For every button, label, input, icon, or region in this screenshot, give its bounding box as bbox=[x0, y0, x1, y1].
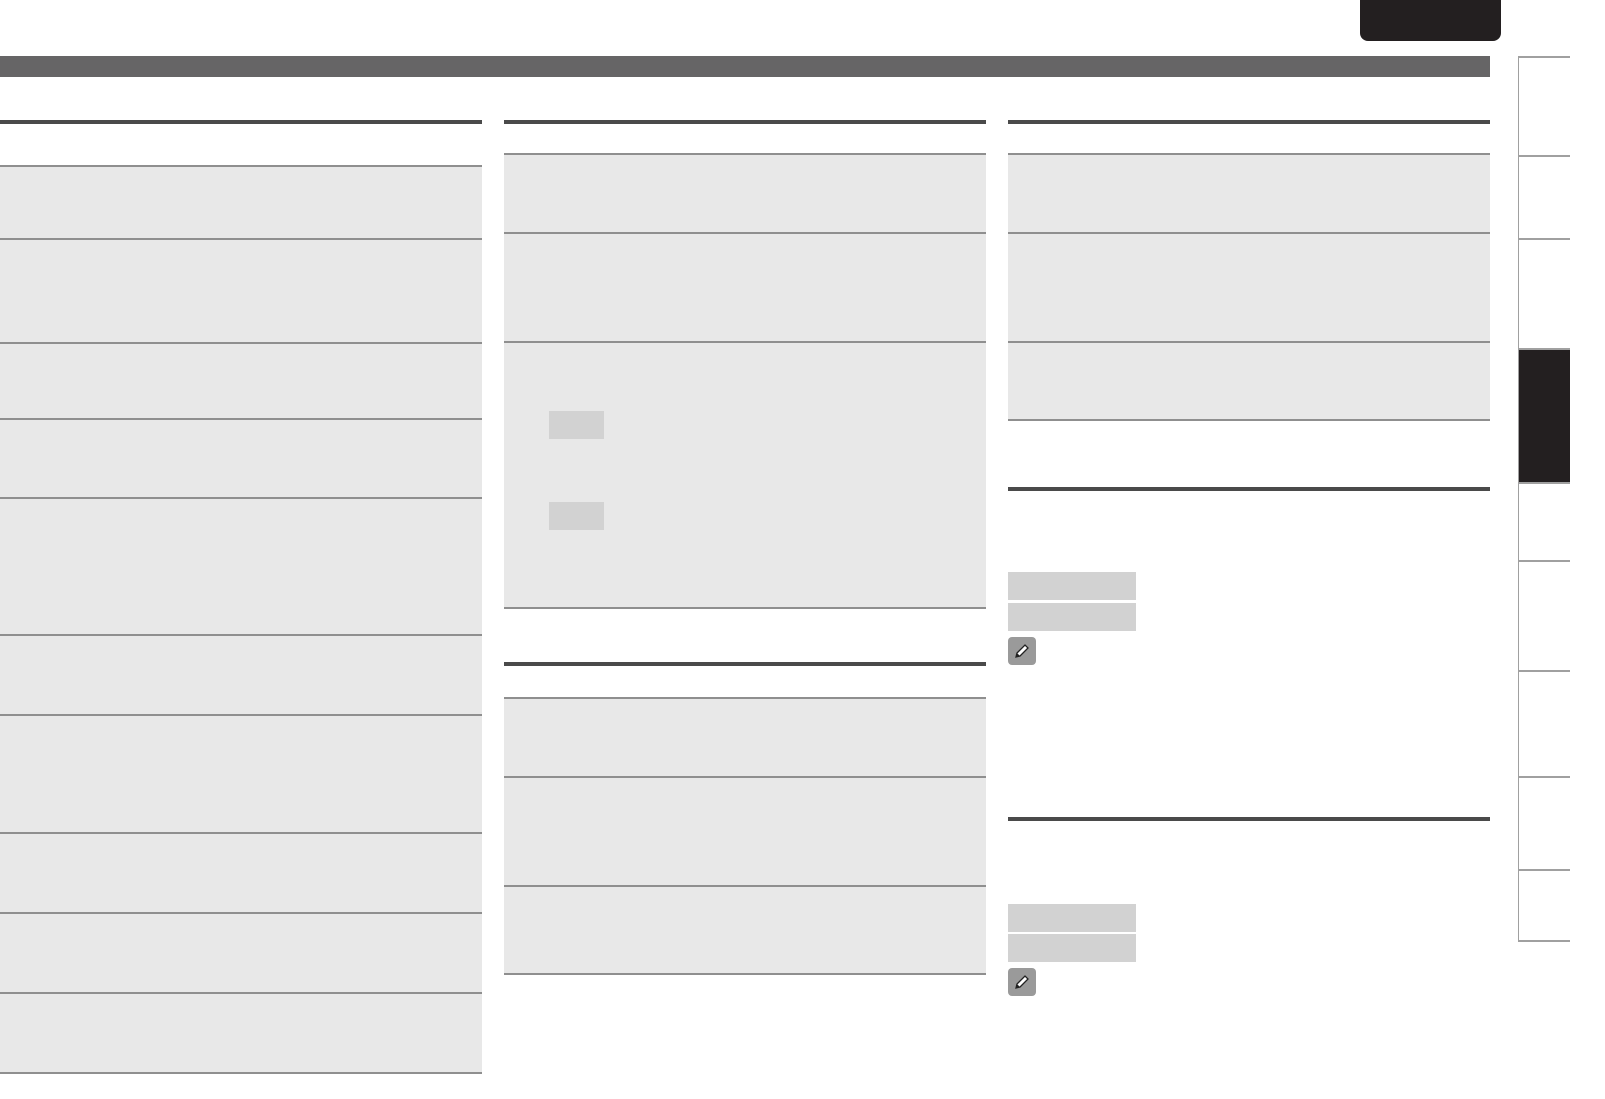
table-row bbox=[0, 165, 482, 238]
option-chip bbox=[549, 411, 604, 439]
side-tab[interactable] bbox=[1518, 238, 1570, 348]
table-row bbox=[1008, 232, 1490, 341]
table-row bbox=[0, 497, 482, 634]
table-row bbox=[0, 912, 482, 992]
side-tab[interactable] bbox=[1518, 155, 1570, 238]
table-row bbox=[0, 714, 482, 832]
section-rule bbox=[1008, 120, 1490, 124]
table-row bbox=[504, 885, 986, 973]
section-rule bbox=[1008, 487, 1490, 491]
option-chip bbox=[1008, 572, 1136, 600]
option-chip bbox=[1008, 603, 1136, 631]
side-tab[interactable] bbox=[1518, 482, 1570, 560]
table-end-line bbox=[504, 973, 986, 975]
side-tab[interactable] bbox=[1518, 869, 1570, 941]
side-tab-end-line bbox=[1518, 940, 1570, 942]
section-rule bbox=[1008, 817, 1490, 821]
pencil-icon bbox=[1008, 637, 1036, 665]
side-tab[interactable] bbox=[1518, 56, 1570, 155]
table-row bbox=[0, 992, 482, 1072]
side-tab[interactable] bbox=[1518, 776, 1570, 869]
table-row bbox=[1008, 153, 1490, 232]
table-row bbox=[1008, 341, 1490, 419]
table-end-line bbox=[1008, 419, 1490, 421]
table-row bbox=[0, 238, 482, 342]
table-row bbox=[0, 634, 482, 714]
table-row bbox=[504, 776, 986, 885]
header-bar bbox=[0, 56, 1490, 77]
table-end-line bbox=[504, 607, 986, 609]
side-tab[interactable] bbox=[1518, 348, 1570, 482]
option-chip bbox=[1008, 904, 1136, 932]
top-tab[interactable] bbox=[1360, 0, 1501, 41]
section-rule bbox=[504, 120, 986, 124]
section-rule bbox=[0, 120, 482, 124]
table-row bbox=[0, 342, 482, 418]
table-row bbox=[504, 232, 986, 341]
table-end-line bbox=[0, 1072, 482, 1074]
table-row bbox=[504, 341, 986, 607]
side-tab[interactable] bbox=[1518, 670, 1570, 776]
table-row bbox=[0, 832, 482, 912]
option-chip bbox=[549, 502, 604, 530]
table-row bbox=[504, 697, 986, 776]
section-rule bbox=[504, 662, 986, 666]
table-row bbox=[0, 418, 482, 497]
pencil-icon bbox=[1008, 968, 1036, 996]
table-row bbox=[504, 153, 986, 232]
option-chip bbox=[1008, 934, 1136, 962]
side-tab[interactable] bbox=[1518, 560, 1570, 670]
